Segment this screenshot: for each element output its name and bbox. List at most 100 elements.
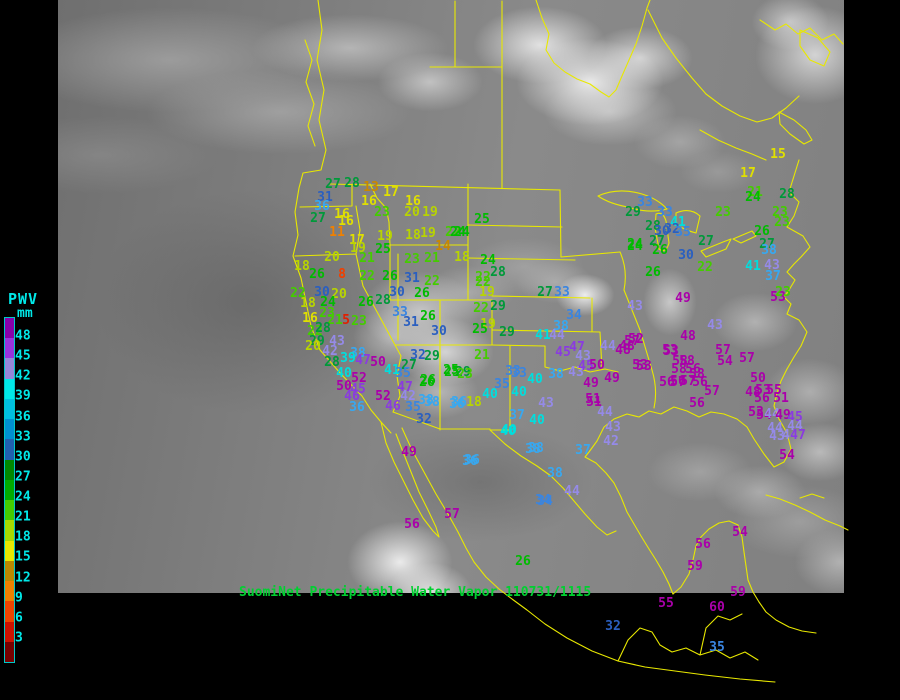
legend-label: 24 [15,489,31,505]
station-value: 57 [624,333,640,349]
station-value: 26 [382,268,398,284]
legend-title: PWV [8,290,39,308]
station-value: 47 [355,352,371,368]
station-value: 29 [499,324,515,340]
station-value: 58 [689,366,705,382]
central-america-lines [617,613,759,662]
legend-label: 6 [15,610,23,626]
station-value: 28 [490,264,506,280]
station-value: 57 [715,342,731,358]
station-value: 40 [527,371,543,387]
station-value: 41 [384,362,400,378]
station-value: 11 [329,224,345,240]
station-value: 26 [515,553,531,569]
station-value: 26 [309,266,325,282]
baja-peninsula [380,421,440,538]
station-value: 44 [600,338,616,354]
station-value: 17 [740,165,756,181]
legend-swatch [5,398,14,420]
station-value: 32 [410,347,426,363]
station-value: 25 [472,321,488,337]
station-value: 52 [375,388,391,404]
station-value: 49 [583,375,599,391]
station-value: 14 [435,238,451,254]
station-value: 50 [370,354,386,370]
station-value: 26 [419,374,435,390]
us-canada-border [329,183,561,191]
station-value: 44 [564,483,580,499]
station-value: 29 [455,364,471,380]
station-value: 47 [397,379,413,395]
station-value: 30 [314,284,330,300]
station-value: 40 [482,386,498,402]
station-value: 31 [404,270,420,286]
st-lawrence [699,93,800,161]
station-value: 16 [338,213,354,229]
yucatan [672,520,817,634]
station-value: 17 [349,232,365,248]
station-value: 36 [349,399,365,415]
station-value: 57 [704,383,720,399]
station-value: 40 [529,412,545,428]
station-value: 19 [479,284,495,300]
station-value: 33 [554,284,570,300]
station-value: 54 [732,524,748,540]
station-value: 34 [537,493,553,509]
station-value: 41 [535,327,551,343]
station-value: 53 [770,289,786,305]
station-value: 26 [420,308,436,324]
station-value: 42 [322,343,338,359]
station-value: 24 [627,238,643,254]
station-value: 38 [418,392,434,408]
station-value: 37 [765,268,781,284]
station-value: 45 [350,381,366,397]
station-value: 20 [324,249,340,265]
station-value: 20 [404,204,420,220]
station-value: 43 [329,333,345,349]
station-value: 27 [310,210,326,226]
station-value: 44 [764,406,780,422]
station-value: 18 [294,258,310,274]
legend-label: 30 [15,449,31,465]
station-value: 29 [424,348,440,364]
station-value: 30 [654,223,670,239]
station-value: 22 [697,259,713,275]
station-value: 43 [707,317,723,333]
station-value: 56 [695,536,711,552]
station-value: 35 [494,376,510,392]
station-value: 16 [361,193,377,209]
station-value: 36 [449,396,465,412]
station-value: 22 [475,274,491,290]
station-value: 25 [375,241,391,257]
station-value: 30 [431,323,447,339]
state-borders-east [619,251,657,409]
station-value: 53 [663,343,679,359]
legend-swatch [5,500,14,521]
station-value: 56 [692,374,708,390]
station-value: 21 [747,184,763,200]
station-value: 29 [625,204,641,220]
station-value: 28 [645,218,661,234]
lake-superior [597,190,668,212]
legend-swatch [5,560,14,582]
station-value: 29 [309,333,325,349]
station-value: 26 [420,372,436,388]
legend-swatch [5,439,14,460]
station-value: 26 [652,242,668,258]
station-value: 48 [745,384,761,400]
station-value: 27 [401,357,417,373]
legend-swatch [5,581,14,602]
station-value: 19 [422,204,438,220]
station-value: 45 [555,344,571,360]
station-value: 26 [414,285,430,301]
station-value: 43 [568,364,584,380]
station-value: 32 [605,618,621,634]
legend-label: 18 [15,529,31,545]
station-value: 18 [454,249,470,265]
station-value: 52 [628,331,644,347]
station-value: 22 [290,285,306,301]
station-value: 23 [457,366,473,382]
station-value: 8 [338,266,346,282]
station-value: 28 [324,354,340,370]
station-value: 53 [748,404,764,420]
